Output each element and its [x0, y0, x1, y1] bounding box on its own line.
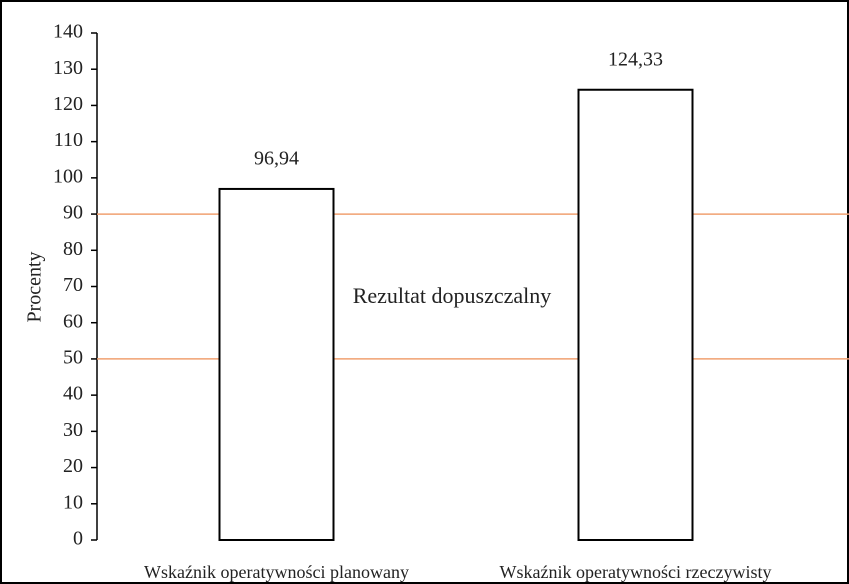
y-tick-label: 140 — [53, 21, 83, 43]
x-tick-label: Wskaźnik operatywności planowany — [144, 562, 409, 582]
y-tick-label: 130 — [53, 57, 83, 79]
y-tick-label: 80 — [63, 238, 83, 260]
y-axis-label: Procenty — [24, 251, 46, 322]
y-tick-label: 100 — [53, 165, 83, 187]
y-tick-label: 110 — [54, 129, 83, 151]
bar — [577, 88, 694, 542]
y-tick-label: 70 — [63, 274, 83, 296]
y-tick-label: 50 — [63, 347, 83, 369]
y-tick-label: 0 — [73, 528, 83, 550]
value-label: 96,94 — [254, 148, 299, 170]
annotation: Rezultat dopuszczalny — [353, 283, 552, 308]
y-tick-label: 10 — [63, 491, 83, 513]
y-tick-label: 30 — [63, 419, 83, 441]
value-label: 124,33 — [608, 48, 663, 70]
y-tick-label: 40 — [63, 383, 83, 405]
y-tick-label: 120 — [53, 93, 83, 115]
y-tick-label: 20 — [63, 455, 83, 477]
y-tick-label: 90 — [63, 202, 83, 224]
bar — [218, 187, 335, 541]
y-tick-label: 60 — [63, 310, 83, 332]
x-tick-label: Wskaźnik operatywności rzeczywisty — [500, 562, 772, 582]
